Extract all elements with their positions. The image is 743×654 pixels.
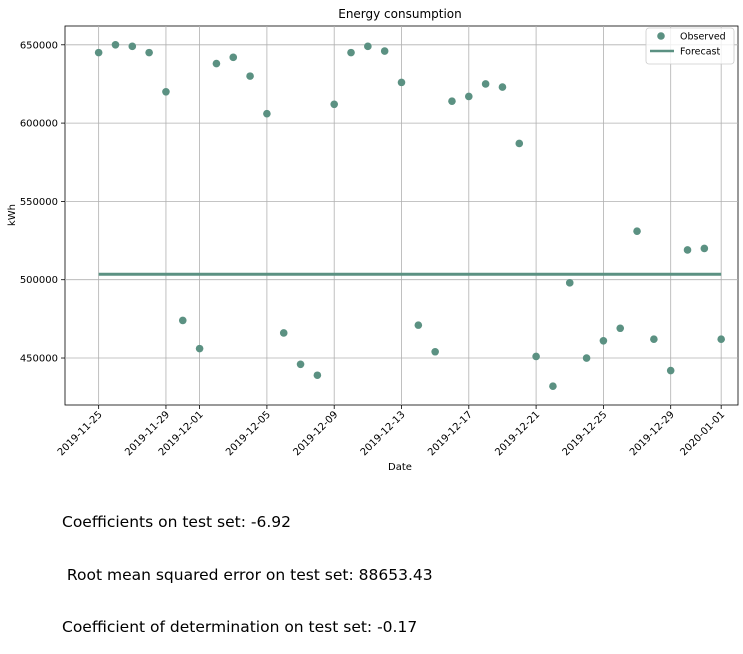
observed-point <box>279 329 288 337</box>
observed-point <box>229 53 238 62</box>
x-tick-label: 2020-01-01 <box>678 409 727 458</box>
model-metrics: Coefficients on test set: -6.92 Root mea… <box>62 479 433 654</box>
legend-forecast-label: Forecast <box>680 47 720 58</box>
observed-point <box>212 59 221 68</box>
legend-observed-label: Observed <box>680 32 726 43</box>
legend-observed-marker <box>657 32 665 40</box>
observed-point <box>650 335 658 344</box>
observed-point <box>481 80 490 88</box>
x-axis-label: Date <box>388 462 412 470</box>
observed-point <box>246 72 254 80</box>
x-tick-label: 2019-12-13 <box>359 409 408 458</box>
observed-point <box>532 352 540 361</box>
observed-point <box>549 382 557 391</box>
x-tick-label: 2019-12-21 <box>493 409 542 458</box>
y-tick-label: 650000 <box>20 40 58 51</box>
x-tick-label: 2019-12-09 <box>291 409 340 458</box>
legend: Observed Forecast <box>645 27 735 65</box>
observed-point <box>633 227 641 235</box>
observed-point <box>498 83 507 91</box>
observed-series <box>94 40 725 391</box>
y-tick-label: 450000 <box>20 354 58 365</box>
observed-point <box>111 40 120 49</box>
observed-point <box>94 48 103 57</box>
observed-point <box>666 366 675 375</box>
observed-point <box>431 347 439 356</box>
observed-point <box>414 321 423 329</box>
observed-point <box>683 246 692 254</box>
observed-point <box>397 78 406 87</box>
y-tick-label: 550000 <box>20 197 58 208</box>
observed-point <box>178 316 187 325</box>
y-tick-label: 600000 <box>20 119 58 130</box>
observed-point <box>582 354 591 362</box>
observed-point <box>364 42 372 51</box>
observed-point <box>515 139 524 148</box>
observed-point <box>465 92 473 101</box>
observed-point <box>616 324 625 333</box>
observed-point <box>195 344 204 353</box>
x-tick-label: 2019-12-05 <box>224 409 273 458</box>
observed-point <box>599 336 608 345</box>
observed-point <box>448 97 456 105</box>
chart-title: Energy consumption <box>338 7 462 21</box>
metric-r2: Coefficient of determination on test set… <box>62 618 418 636</box>
x-tick-label: 2019-12-25 <box>561 409 610 458</box>
legend-box <box>645 27 735 65</box>
x-tick-label: 2019-12-17 <box>426 409 475 458</box>
observed-point <box>162 87 170 96</box>
metric-coefficients: Coefficients on test set: -6.92 <box>62 513 291 531</box>
grid <box>65 26 738 405</box>
y-axis-label: kWh <box>7 204 18 226</box>
observed-point <box>145 48 153 57</box>
observed-point <box>565 279 574 287</box>
x-tick-label: 2019-11-25 <box>56 409 105 458</box>
observed-point <box>313 371 322 380</box>
observed-point <box>347 48 355 57</box>
observed-point <box>717 335 725 344</box>
observed-point <box>330 100 339 109</box>
observed-point <box>296 360 305 369</box>
y-tick-label: 500000 <box>20 275 58 286</box>
observed-point <box>263 109 271 118</box>
observed-point <box>700 244 709 253</box>
metric-rmse: Root mean squared error on test set: 886… <box>62 565 433 584</box>
observed-point <box>380 47 389 55</box>
x-tick-label: 2019-12-29 <box>628 409 677 458</box>
observed-point <box>128 42 137 51</box>
